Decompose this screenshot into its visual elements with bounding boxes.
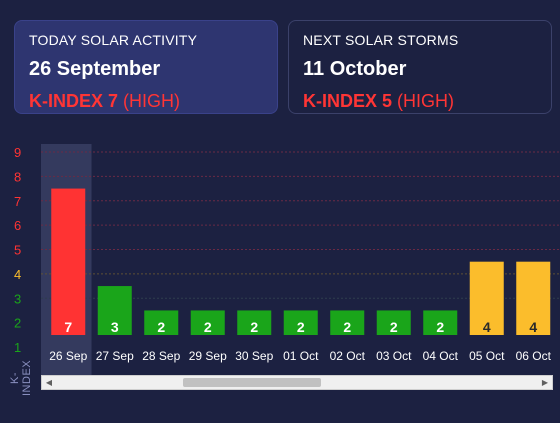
y-tick-label-1: 1 xyxy=(14,340,21,355)
x-tick-label: 04 Oct xyxy=(423,349,459,363)
next-card-title: NEXT SOLAR STORMS xyxy=(303,32,459,48)
bar-28-sep[interactable] xyxy=(144,310,179,335)
bar-27-sep[interactable] xyxy=(97,286,132,335)
bar-value-label: 4 xyxy=(483,319,491,335)
x-tick-label: 30 Sep xyxy=(235,349,273,363)
x-tick-label: 06 Oct xyxy=(516,349,552,363)
bar-value-label: 2 xyxy=(343,319,351,335)
bar-value-label: 2 xyxy=(297,319,305,335)
today-card-date: 26 September xyxy=(29,58,161,80)
x-tick-label: 27 Sep xyxy=(96,349,134,363)
y-tick-label-3: 3 xyxy=(14,291,21,306)
bar-04-oct[interactable] xyxy=(423,310,458,335)
next-card-date: 11 October xyxy=(303,58,407,80)
x-tick-label: 05 Oct xyxy=(469,349,505,363)
next-kindex-level: (HIGH) xyxy=(397,91,455,111)
y-tick-label-2: 2 xyxy=(14,316,21,331)
kindex-axis-label: K-INDEX xyxy=(9,359,33,396)
bar-03-oct[interactable] xyxy=(376,310,411,335)
bar-30-sep[interactable] xyxy=(237,310,272,335)
bar-value-label: 2 xyxy=(250,319,258,335)
bar-29-sep[interactable] xyxy=(190,310,225,335)
bar-05-oct[interactable] xyxy=(469,261,504,335)
next-card-kindex: K-INDEX 5 (HIGH) xyxy=(303,91,537,112)
bar-value-label: 2 xyxy=(204,319,212,335)
scroll-thumb[interactable] xyxy=(183,378,321,387)
bar-value-label: 7 xyxy=(64,319,72,335)
y-tick-label-4: 4 xyxy=(14,267,21,282)
x-tick-label: 26 Sep xyxy=(49,349,87,363)
bar-value-label: 3 xyxy=(111,319,119,335)
chart-horizontal-scrollbar[interactable]: ◀ ▶ xyxy=(41,375,553,390)
bar-value-label: 2 xyxy=(157,319,165,335)
x-tick-label: 02 Oct xyxy=(330,349,366,363)
x-tick-label: 28 Sep xyxy=(142,349,180,363)
kindex-chart: 1 2 3 4 5 6 7 8 9 7 26 Sep 3 27 Sep 2 28 Sep 2 29 Sep 2 30… xyxy=(0,140,560,423)
kindex-bar-chart: 1 2 3 4 5 6 7 8 9 7 26 Sep 3 27 Sep 2 28 Sep 2 29 Sep 2 30… xyxy=(14,144,560,376)
bar-01-oct[interactable] xyxy=(283,310,318,335)
x-tick-label: 29 Sep xyxy=(189,349,227,363)
x-tick-label: 03 Oct xyxy=(376,349,412,363)
today-kindex-value: K-INDEX 7 xyxy=(29,91,119,111)
today-solar-activity-card: TODAY SOLAR ACTIVITY 26 September K-INDE… xyxy=(14,20,278,114)
y-tick-label-9: 9 xyxy=(14,145,21,160)
next-kindex-value: K-INDEX 5 xyxy=(303,91,393,111)
today-card-title: TODAY SOLAR ACTIVITY xyxy=(29,32,198,48)
scroll-right-arrow-icon[interactable]: ▶ xyxy=(541,378,549,387)
x-tick-label: 01 Oct xyxy=(283,349,319,363)
y-tick-label-8: 8 xyxy=(14,169,21,184)
bar-value-label: 4 xyxy=(529,319,537,335)
y-tick-label-5: 5 xyxy=(14,243,21,258)
y-tick-label-6: 6 xyxy=(14,218,21,233)
bar-value-label: 2 xyxy=(390,319,398,335)
next-solar-storms-card: NEXT SOLAR STORMS 11 October K-INDEX 5 (… xyxy=(288,20,552,114)
bar-26-sep[interactable] xyxy=(51,188,86,335)
y-tick-label-7: 7 xyxy=(14,194,21,209)
bar-02-oct[interactable] xyxy=(330,310,365,335)
today-kindex-level: (HIGH) xyxy=(123,91,181,111)
today-card-kindex: K-INDEX 7 (HIGH) xyxy=(29,91,263,112)
bar-value-label: 2 xyxy=(436,319,444,335)
bar-06-oct[interactable] xyxy=(516,261,551,335)
scroll-left-arrow-icon[interactable]: ◀ xyxy=(45,378,53,387)
